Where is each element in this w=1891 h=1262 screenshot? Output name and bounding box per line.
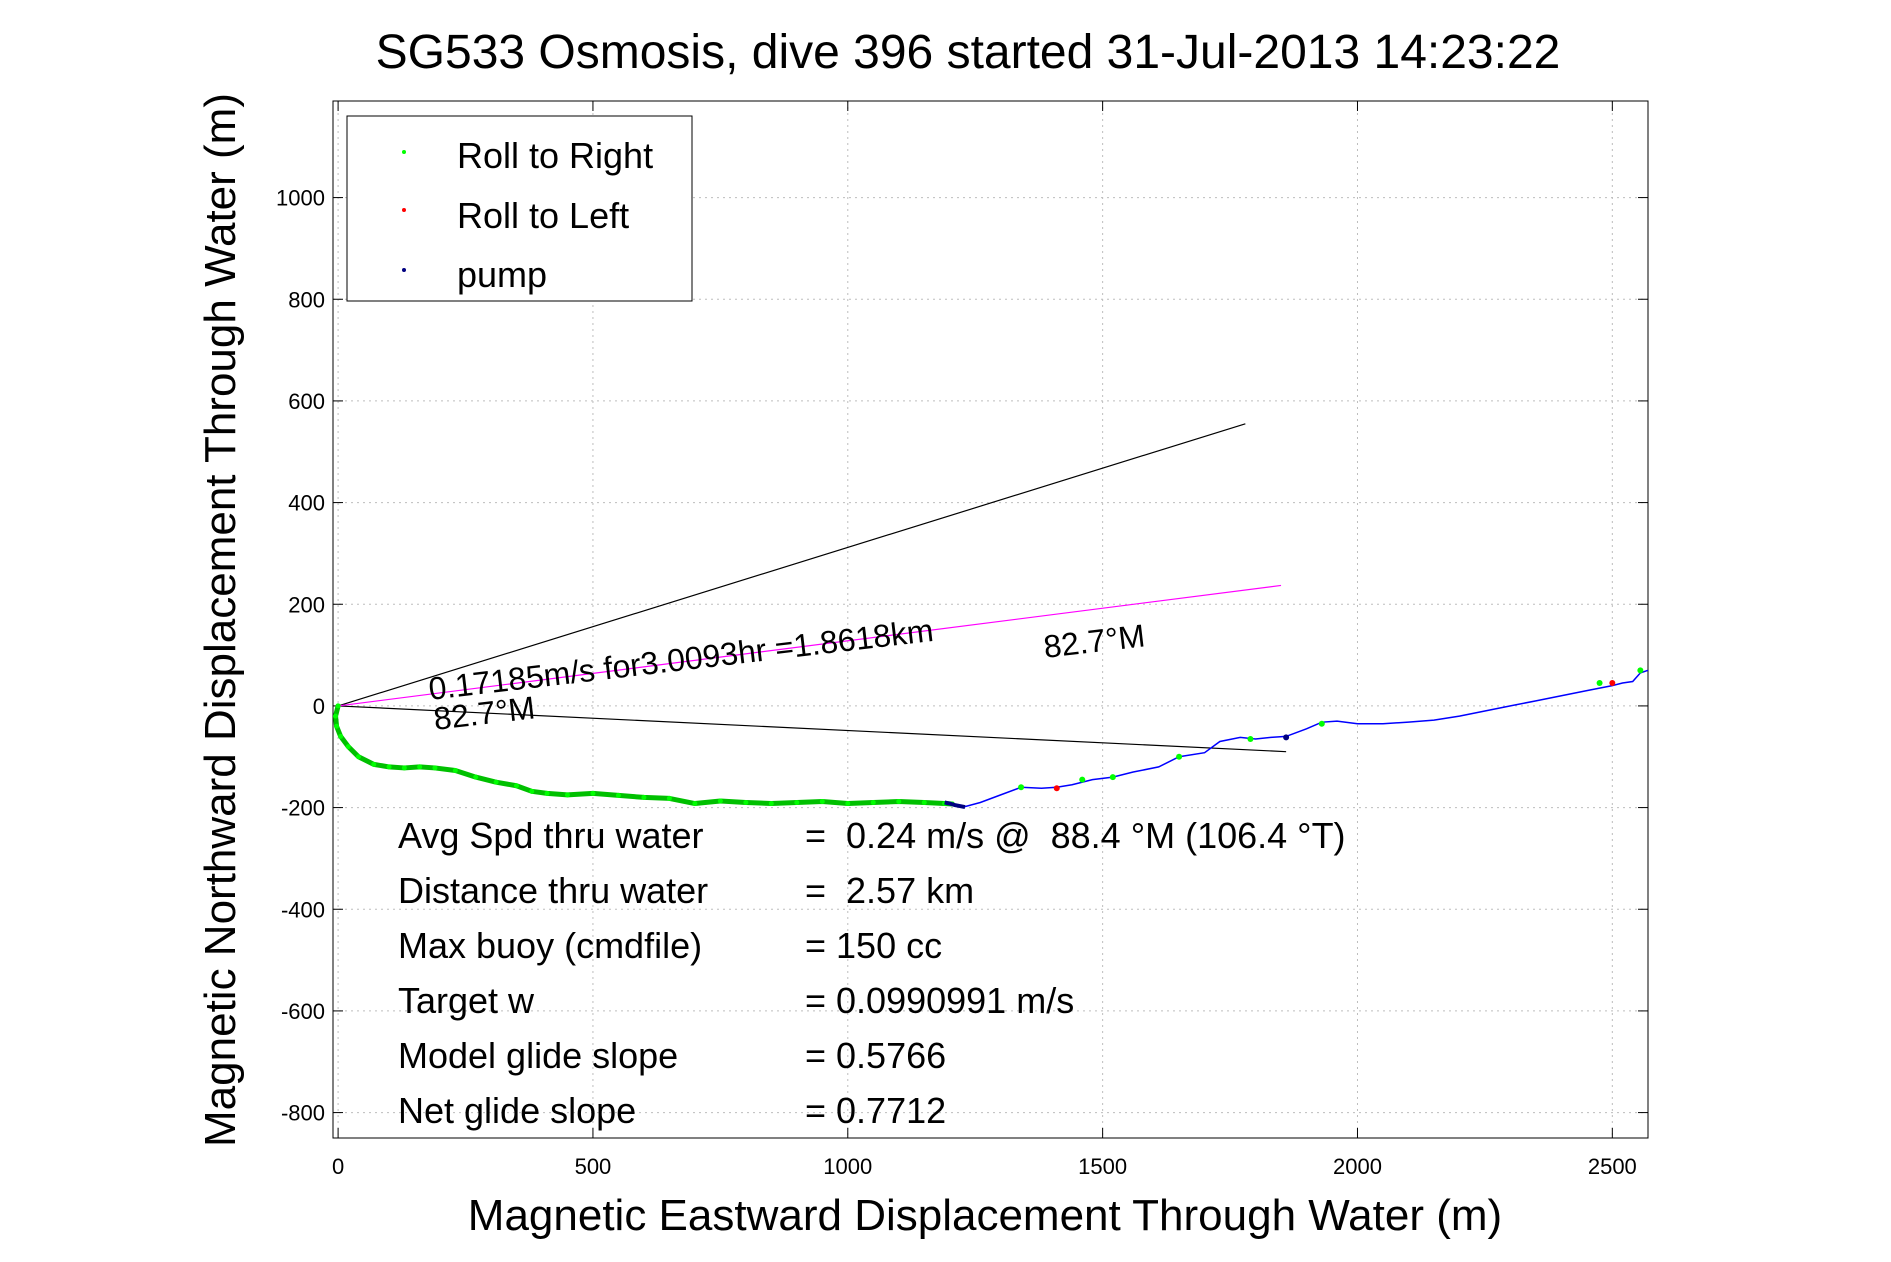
stat-value-avg-speed: = 0.24 m/s @ 88.4 °M (106.4 °T) [805, 815, 1346, 856]
roll-right-point [896, 798, 902, 804]
roll-right-line [333, 703, 955, 807]
legend: Roll to Right Roll to Left pump [346, 115, 693, 302]
roll-right-point [355, 754, 361, 760]
roll-right-point [544, 790, 550, 796]
roll-right-point [845, 801, 851, 807]
roll-right-point [371, 761, 377, 767]
x-tick-label: 2500 [1588, 1154, 1637, 1179]
legend-marker-pump [402, 268, 406, 272]
legend-label-pump: pump [457, 254, 547, 295]
roll-right-point [717, 798, 723, 804]
y-tick-label: -400 [281, 897, 325, 922]
roll-right-point [794, 800, 800, 805]
roll-right-point [513, 783, 519, 789]
stat-label-distance: Distance thru water [398, 870, 708, 911]
stat-value-distance: = 2.57 km [805, 870, 974, 911]
legend-marker-roll-left [402, 208, 406, 212]
roll-right-point [345, 744, 351, 750]
y-axis-label: Magnetic Northward Displacement Through … [196, 93, 245, 1147]
x-tick-label: 1000 [823, 1154, 872, 1179]
roll-right-point [493, 779, 499, 785]
x-axis-label: Magnetic Eastward Displacement Through W… [468, 1191, 1502, 1240]
roll-right-point [564, 792, 570, 798]
roll-right-point [615, 792, 621, 798]
roll-right-point [666, 795, 672, 801]
y-tick-label: -200 [281, 796, 325, 821]
x-tick-label: 2000 [1333, 1154, 1382, 1179]
ticks: 0 500 1000 1500 2000 2500 -800 -600 -400 -200 0 200… [276, 101, 1648, 1179]
stat-value-model-glide: = 0.5766 [805, 1035, 946, 1076]
stats-panel: Avg Spd thru water = 0.24 m/s @ 88.4 °M … [398, 815, 1346, 1131]
roll-right-point [819, 798, 825, 804]
red-marker [1053, 785, 1060, 792]
y-tick-label: 1000 [276, 186, 325, 211]
roll-right-point [452, 767, 458, 773]
x-tick-label: 0 [332, 1154, 344, 1179]
green-marker [1176, 753, 1183, 760]
red-marker [1609, 680, 1616, 687]
roll-right-point [417, 764, 423, 770]
roll-right-point [386, 764, 392, 770]
green-marker [1637, 667, 1644, 674]
roll-right-point [921, 800, 927, 805]
legend-label-roll-left: Roll to Left [457, 195, 629, 236]
green-marker [1109, 774, 1116, 781]
roll-right-point [590, 790, 596, 796]
green-marker [1079, 776, 1086, 783]
stat-value-net-glide: = 0.7712 [805, 1090, 946, 1131]
stat-label-model-glide: Model glide slope [398, 1035, 678, 1076]
heading-line [337, 423, 1246, 707]
y-tick-label: 200 [288, 592, 325, 617]
heading-line [338, 705, 1287, 753]
stat-label-net-glide: Net glide slope [398, 1090, 636, 1131]
x-tick-label: 500 [575, 1154, 612, 1179]
stat-value-target-w: = 0.0990991 m/s [805, 980, 1074, 1021]
green-marker [1596, 680, 1603, 687]
chart-title: SG533 Osmosis, dive 396 started 31-Jul-2… [376, 26, 1561, 79]
plot-area [332, 100, 1649, 1139]
y-tick-label: -600 [281, 999, 325, 1024]
roll-right-point [338, 733, 344, 739]
heading-lines [337, 423, 1287, 753]
y-tick-label: -800 [281, 1101, 325, 1126]
green-marker [1247, 735, 1254, 742]
grid [333, 101, 1648, 1138]
roll-right-point [333, 713, 339, 719]
green-marker [1018, 784, 1025, 791]
roll-right-point [870, 800, 876, 805]
roll-right-point [692, 801, 698, 807]
roll-right-point [768, 801, 774, 807]
roll-right-point [401, 765, 407, 771]
roll-right-point [529, 788, 535, 794]
stat-label-target-w: Target w [398, 980, 535, 1021]
roll-right-point [641, 794, 647, 800]
stat-label-max-buoy: Max buoy (cmdfile) [398, 925, 702, 966]
roll-right-point [334, 723, 340, 729]
green-marker [1318, 720, 1325, 727]
y-tick-label: 0 [313, 694, 325, 719]
y-tick-label: 800 [288, 287, 325, 312]
y-tick-label: 600 [288, 389, 325, 414]
roll-right-point [432, 765, 438, 771]
legend-marker-roll-right [402, 150, 406, 154]
point-markers [1018, 667, 1644, 792]
roll-right-point [335, 703, 341, 709]
navy-marker [1283, 734, 1290, 741]
roll-right-point [743, 800, 749, 805]
stat-value-max-buoy: = 150 cc [805, 925, 942, 966]
x-tick-label: 1500 [1078, 1154, 1127, 1179]
stat-label-avg-speed: Avg Spd thru water [398, 815, 704, 856]
heading-line [338, 584, 1282, 707]
pump-line [944, 800, 966, 810]
legend-label-roll-right: Roll to Right [457, 135, 653, 176]
roll-right-point [473, 774, 479, 780]
y-tick-label: 400 [288, 491, 325, 516]
